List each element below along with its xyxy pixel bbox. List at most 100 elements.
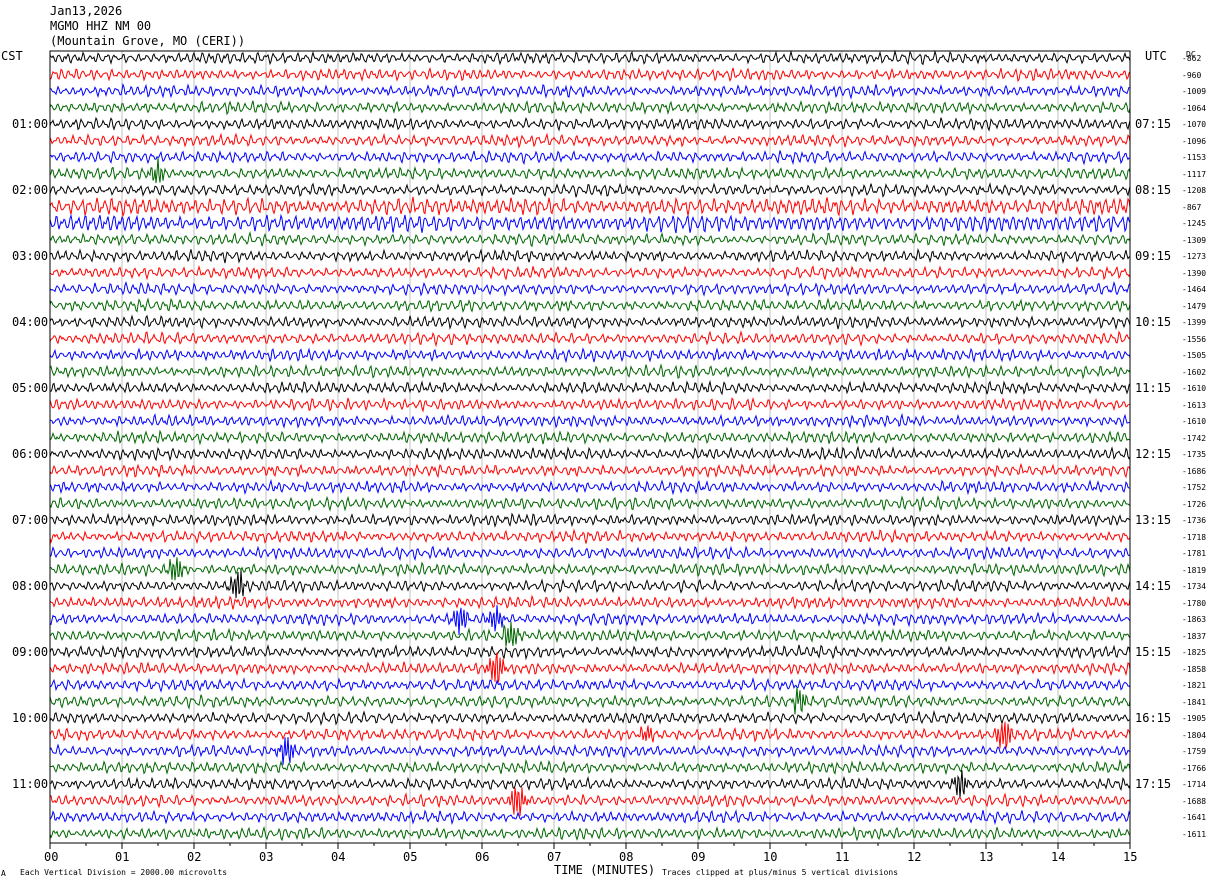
cst-hour-label: 05:00 <box>12 381 49 395</box>
trace-row-30 <box>49 545 1131 562</box>
dc-offset-label: -1390 <box>1182 268 1207 278</box>
trace-row-17 <box>49 330 1131 348</box>
trace-row-24 <box>49 445 1131 462</box>
cst-hour-label: 01:00 <box>12 117 49 131</box>
scale-note: Each Vertical Division = 2000.00 microvo… <box>20 868 228 877</box>
dc-offset-label: -1064 <box>1182 103 1207 113</box>
trace-row-47 <box>49 825 1131 842</box>
utc-hour-label: 14:15 <box>1135 579 1172 593</box>
x-axis-title: TIME (MINUTES) <box>554 863 656 877</box>
utc-hour-label: 09:15 <box>1135 249 1172 263</box>
x-tick-label: 06 <box>475 850 490 864</box>
trace-row-37 <box>49 652 1131 684</box>
dc-offset-label: -1752 <box>1182 483 1207 492</box>
trace-row-34 <box>49 605 1131 636</box>
date-label: Jan13,2026 <box>50 4 123 18</box>
trace-row-32 <box>49 569 1131 599</box>
dc-offset-label: -1714 <box>1182 780 1207 789</box>
trace-row-31 <box>49 557 1131 581</box>
dc-offset-label: -1610 <box>1182 417 1207 426</box>
dc-offset-label: -867 <box>1182 202 1202 212</box>
cst-hour-label: 03:00 <box>12 249 49 263</box>
dc-offset-label: -1734 <box>1182 582 1207 591</box>
dc-offset-label: -1070 <box>1182 120 1207 129</box>
cst-hour-label: 07:00 <box>12 513 49 527</box>
x-tick-label: 04 <box>331 850 346 864</box>
trace-row-11 <box>49 230 1131 248</box>
trace-row-25 <box>49 462 1131 479</box>
cst-hour-label: 04:00 <box>12 315 49 329</box>
dc-offset-label: -1821 <box>1182 681 1207 690</box>
dc-offset-label: -1273 <box>1182 252 1207 261</box>
trace-row-44 <box>49 770 1131 799</box>
dc-offset-label: -1780 <box>1182 598 1207 608</box>
dc-offset-label: -1736 <box>1182 516 1207 525</box>
dc-offset-label: -1602 <box>1182 367 1207 377</box>
x-tick-label: 02 <box>187 850 202 864</box>
dc-offset-label: -1117 <box>1182 169 1207 179</box>
dc-offset-label: -1686 <box>1182 466 1207 476</box>
cst-hour-label: 10:00 <box>12 711 49 725</box>
dc-offset-label: -862 <box>1182 54 1202 63</box>
cst-hour-label: 09:00 <box>12 645 49 659</box>
trace-row-16 <box>49 314 1131 331</box>
dc-offset-label: -1905 <box>1182 714 1207 723</box>
dc-offset-label: -1641 <box>1182 813 1207 822</box>
trace-row-27 <box>49 495 1131 513</box>
corner-mark: A <box>1 869 6 878</box>
cst-hour-label: 11:00 <box>12 777 49 791</box>
dc-offset-label: -1841 <box>1182 697 1207 707</box>
trace-row-22 <box>49 412 1131 429</box>
x-tick-label: 10 <box>763 850 778 864</box>
dc-offset-label: -1479 <box>1182 301 1207 311</box>
dc-label: DC <box>1186 50 1196 59</box>
trace-row-41 <box>49 721 1131 749</box>
trace-row-29 <box>49 528 1131 545</box>
dc-offset-label: -1245 <box>1182 219 1207 228</box>
trace-row-5 <box>49 132 1131 149</box>
x-tick-label: 00 <box>44 850 59 864</box>
utc-hour-label: 12:15 <box>1135 447 1172 461</box>
trace-row-33 <box>49 594 1131 610</box>
station-label: MGMO HHZ NM 00 <box>50 19 152 33</box>
trace-row-7 <box>49 157 1131 184</box>
utc-hour-label: 10:15 <box>1135 315 1172 329</box>
trace-row-6 <box>49 149 1131 166</box>
dc-offset-label: -1863 <box>1182 615 1207 624</box>
dc-offset-label: -1735 <box>1182 450 1207 459</box>
dc-offset-label: -1009 <box>1182 87 1207 96</box>
axis-ticks <box>49 843 1131 849</box>
x-tick-label: 03 <box>259 850 274 864</box>
trace-row-4 <box>49 116 1131 132</box>
dc-offset-label: -1611 <box>1182 829 1207 839</box>
trace-row-9 <box>49 196 1131 218</box>
dc-offset-label: -1766 <box>1182 763 1207 773</box>
cst-hour-label: 02:00 <box>12 183 49 197</box>
utc-hour-label: 07:15 <box>1135 117 1172 131</box>
utc-hour-label: 17:15 <box>1135 777 1172 791</box>
dc-offset-label: -1726 <box>1182 499 1207 509</box>
plot-frame <box>49 50 1131 844</box>
x-tick-label: 12 <box>907 850 922 864</box>
utc-hour-label: 15:15 <box>1135 645 1172 659</box>
trace-row-14 <box>49 280 1131 298</box>
trace-row-38 <box>49 677 1131 693</box>
dc-offset-label: -1309 <box>1182 235 1207 245</box>
trace-row-42 <box>49 737 1131 765</box>
dc-offset-label: -1208 <box>1182 186 1207 195</box>
trace-row-36 <box>49 644 1131 661</box>
dc-offset-label: -1464 <box>1182 285 1207 294</box>
dc-offset-label: -1742 <box>1182 433 1207 443</box>
x-tick-label: 15 <box>1123 850 1138 864</box>
dc-offset-label: -1399 <box>1182 318 1207 327</box>
trace-row-8 <box>49 182 1131 198</box>
x-tick-label: 07 <box>547 850 562 864</box>
clip-note: Traces clipped at plus/minus 5 vertical … <box>662 868 899 877</box>
trace-row-12 <box>49 247 1131 264</box>
dc-offset-label: -1759 <box>1182 747 1207 756</box>
utc-hour-label: 16:15 <box>1135 711 1172 725</box>
trace-row-39 <box>49 687 1131 715</box>
dc-offset-label: -960 <box>1182 70 1202 80</box>
trace-row-13 <box>49 265 1131 281</box>
dc-offset-label: -1096 <box>1182 136 1207 146</box>
